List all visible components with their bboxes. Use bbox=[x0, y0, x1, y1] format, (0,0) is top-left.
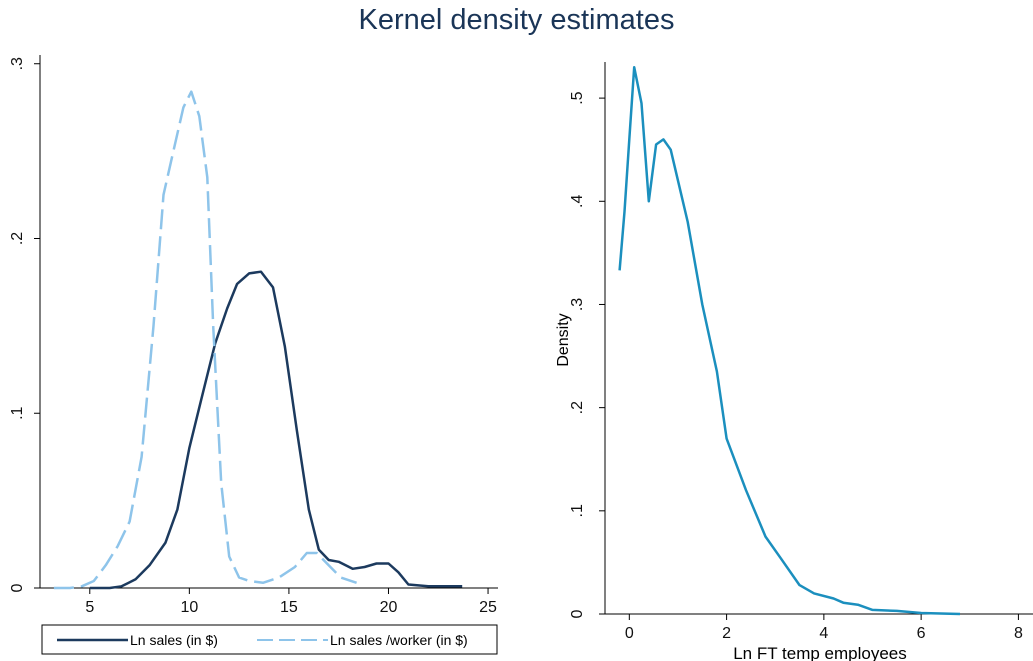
left-chart: 0 .1 .2 .3 5 10 15 20 25 Ln sales (in $) Ln sal… bbox=[9, 55, 498, 655]
series-line-ln-sales-worker-in bbox=[53, 90, 357, 590]
x-tick-label: 10 bbox=[180, 599, 198, 616]
left-y-ticks: 0 .1 .2 .3 bbox=[9, 57, 40, 592]
y-tick-label: 0 bbox=[569, 609, 586, 618]
x-tick-label: 6 bbox=[917, 625, 926, 642]
y-tick-label: .2 bbox=[9, 232, 26, 245]
x-tick-label: 20 bbox=[380, 599, 398, 616]
legend-label-ln-sales-worker: Ln sales /worker (in $) bbox=[330, 632, 468, 648]
y-tick-label: .4 bbox=[569, 195, 586, 208]
legend-label-ln-sales: Ln sales (in $) bbox=[130, 632, 218, 648]
y-tick-label: .3 bbox=[9, 57, 26, 70]
x-tick-label: 8 bbox=[1014, 625, 1023, 642]
y-tick-label: .3 bbox=[569, 298, 586, 311]
legend: Ln sales (in $) Ln sales /worker (in $) bbox=[41, 624, 498, 655]
series-line-1 bbox=[618, 65, 961, 616]
left-x-ticks: 5 10 15 20 25 bbox=[85, 588, 497, 616]
x-tick-label: 2 bbox=[722, 625, 731, 642]
y-tick-label: .2 bbox=[569, 401, 586, 414]
right-y-ticks: 0 .1 .2 .3 .4 .5 bbox=[569, 91, 605, 618]
x-tick-label: 0 bbox=[625, 625, 634, 642]
x-tick-label: 5 bbox=[85, 599, 94, 616]
right-series bbox=[618, 65, 961, 616]
right-x-axis-label: Ln FT temp employees bbox=[733, 644, 907, 661]
right-y-axis-label: Density bbox=[555, 313, 572, 366]
x-tick-label: 15 bbox=[280, 599, 298, 616]
y-tick-label: .5 bbox=[569, 91, 586, 104]
right-chart: 0 .1 .2 .3 .4 .5 0 2 4 6 8 Ln FT temp employees D… bbox=[555, 62, 1033, 661]
x-tick-label: 25 bbox=[479, 599, 497, 616]
y-tick-label: 0 bbox=[9, 583, 26, 592]
right-x-ticks: 0 2 4 6 8 bbox=[625, 614, 1023, 642]
y-tick-label: .1 bbox=[9, 406, 26, 419]
left-series bbox=[53, 90, 463, 590]
chart-title: Kernel density estimates bbox=[358, 4, 675, 36]
series-line-ln-sales-in bbox=[89, 270, 463, 590]
x-tick-label: 4 bbox=[819, 625, 828, 642]
y-tick-label: .1 bbox=[569, 504, 586, 517]
